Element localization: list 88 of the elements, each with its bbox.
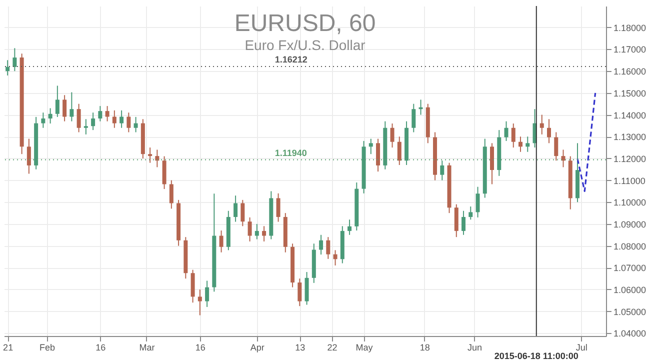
x-tick-label: 21 xyxy=(3,342,14,352)
y-tick-label: 1.15000 xyxy=(614,88,646,98)
candlestick xyxy=(198,288,202,316)
y-tick-label: 1.13000 xyxy=(614,132,646,142)
ref-line-label: 1.11940 xyxy=(274,148,307,158)
candlestick xyxy=(12,48,17,72)
candlestick xyxy=(368,138,373,155)
candlestick xyxy=(26,138,31,174)
candlestick xyxy=(454,204,458,238)
candlestick xyxy=(219,230,224,253)
y-tick-label: 1.05000 xyxy=(614,306,646,317)
candlestick xyxy=(554,132,558,162)
candlestick xyxy=(234,195,238,222)
candlestick xyxy=(348,219,352,236)
x-tick-label: 13 xyxy=(295,342,306,352)
candlestick xyxy=(62,94,67,122)
candlestick xyxy=(412,103,416,133)
candlestick xyxy=(6,60,10,76)
candlestick xyxy=(91,112,96,131)
y-tick-label: 1.07000 xyxy=(614,263,646,274)
x-tick-label: Feb xyxy=(39,342,56,352)
candlestick xyxy=(518,136,523,152)
candlestick xyxy=(112,110,116,128)
candlestick xyxy=(462,210,466,236)
y-tick-label: 1.14000 xyxy=(614,110,646,120)
candlestick xyxy=(48,108,52,124)
candlestick xyxy=(55,85,60,118)
ref-line-label: 1.16212 xyxy=(274,54,308,64)
candlestick xyxy=(490,142,494,185)
candlestick xyxy=(304,272,309,306)
candlestick xyxy=(511,123,516,148)
candlestick xyxy=(504,120,508,142)
candlestick xyxy=(205,280,210,308)
y-tick-label: 1.12000 xyxy=(614,154,646,164)
candlestick xyxy=(190,269,195,304)
candlestick xyxy=(105,106,110,122)
candlestick xyxy=(561,149,566,168)
candlestick xyxy=(476,186,480,218)
y-tick-label: 1.16000 xyxy=(614,66,646,77)
candlestick xyxy=(526,136,530,152)
candlestick xyxy=(162,156,166,190)
candlestick xyxy=(84,118,88,135)
y-tick-label: 1.06000 xyxy=(614,284,646,295)
x-tick-label: 22 xyxy=(327,342,338,352)
y-tick-label: 1.08000 xyxy=(614,241,646,252)
candlestick xyxy=(155,149,160,168)
y-tick-label: 1.10000 xyxy=(614,198,646,208)
candlestick xyxy=(98,106,102,122)
y-tick-label: 1.18000 xyxy=(614,22,646,33)
candlestick xyxy=(468,206,473,220)
candlestick xyxy=(440,160,444,181)
candlestick xyxy=(70,92,74,122)
x-tick-label: May xyxy=(356,342,374,352)
x-tick-label: Jul xyxy=(576,342,588,352)
candlestick xyxy=(333,250,338,266)
chart-title: EURUSD, 60 xyxy=(234,10,376,37)
x-tick-label: 16 xyxy=(195,342,206,352)
x-tick-label: Mar xyxy=(139,342,155,352)
candlestick xyxy=(148,147,152,164)
ref-line-label: 2015-06-18 11:00:00 xyxy=(494,351,578,360)
candlestick xyxy=(254,223,259,240)
candlestick xyxy=(76,103,81,133)
x-tick-label: Jun xyxy=(467,342,482,352)
x-tick-label: 16 xyxy=(96,342,106,352)
y-tick-label: 1.09000 xyxy=(614,219,646,230)
candlestick xyxy=(397,136,402,166)
candlestick xyxy=(126,112,131,133)
candlestick xyxy=(262,226,266,242)
candlestick xyxy=(326,236,330,260)
y-tick-label: 1.04000 xyxy=(614,328,646,339)
x-tick-label: Apr xyxy=(250,342,264,352)
candlestick xyxy=(41,112,46,128)
candlestick xyxy=(169,180,174,210)
candlestick xyxy=(134,116,138,133)
candlestick xyxy=(276,192,280,222)
candlestick xyxy=(547,118,552,144)
candlestick xyxy=(540,114,544,135)
candlestick xyxy=(298,278,302,307)
x-tick-label: 18 xyxy=(420,342,430,352)
candlestick xyxy=(240,199,245,227)
candlestick xyxy=(120,110,124,128)
text: Euro Fx/U.S. Dollar xyxy=(244,37,366,53)
candlestick xyxy=(390,123,394,148)
candlestick xyxy=(248,216,252,242)
y-tick-label: 1.11000 xyxy=(614,176,646,186)
candlestick xyxy=(376,138,380,172)
candlestick xyxy=(319,234,324,256)
y-tick-label: 1.17000 xyxy=(614,44,646,55)
